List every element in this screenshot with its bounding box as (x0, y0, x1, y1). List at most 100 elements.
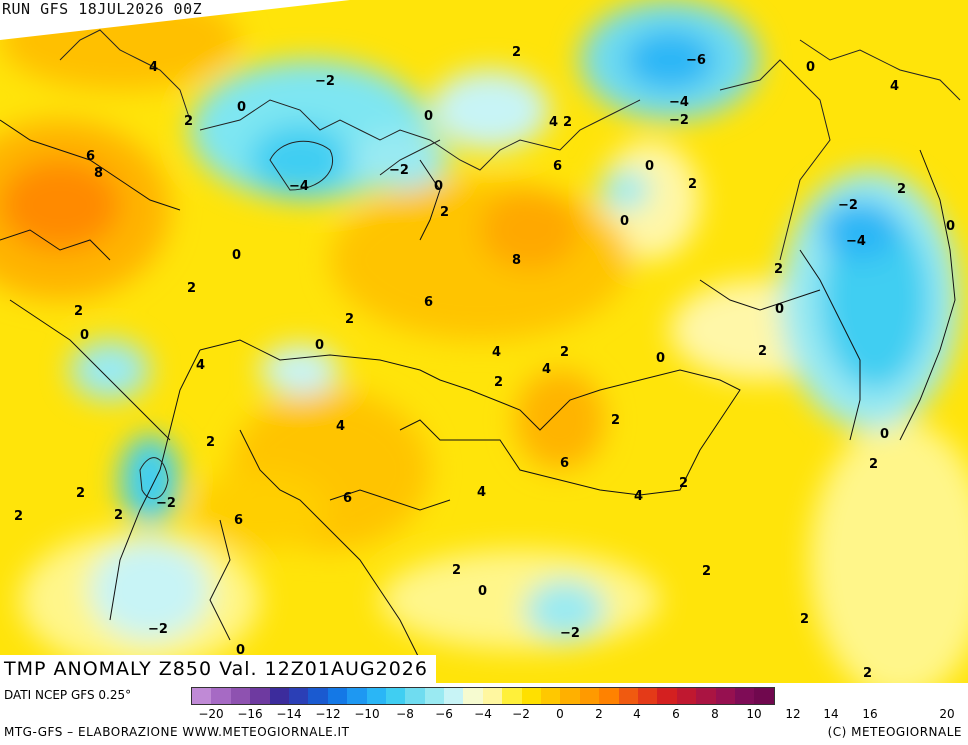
contour-value-label: 6 (343, 491, 353, 506)
scale-tick-label: −8 (396, 707, 414, 721)
contour-value-label: 4 (890, 79, 900, 94)
contour-value-label: −6 (686, 53, 706, 68)
contour-value-label: 2 (114, 508, 124, 523)
scale-tick-label: 10 (746, 707, 762, 721)
scale-swatch (676, 688, 697, 704)
contour-value-label: 0 (237, 100, 247, 115)
contour-value-label: 0 (434, 179, 444, 194)
country-borders (0, 119, 956, 661)
contour-value-label: 4 (542, 362, 552, 377)
contour-value-label: 6 (424, 295, 434, 310)
coastlines (59, 29, 961, 500)
contour-value-label: 4 (549, 115, 559, 130)
scale-swatch (618, 688, 638, 704)
temperature-anomaly-map: 4 −2 2 −6 0 4 0 2 0 4 2 −4 −2 6 8 −4 −2 0 6 0 2 2 2 0 −2 0 −4 0 8 2 2 6… (0, 0, 968, 683)
contour-value-label: 4 (634, 489, 644, 504)
scale-swatch (657, 688, 677, 704)
contour-value-label: 0 (478, 584, 488, 599)
contour-value-label: 0 (315, 338, 325, 353)
contour-value-label: 2 (187, 281, 197, 296)
scale-swatch (715, 688, 735, 704)
contour-value-label: 6 (86, 149, 96, 164)
contour-value-label: 0 (806, 60, 816, 75)
scale-tick-label: 2 (595, 707, 603, 721)
scale-swatch (444, 688, 464, 704)
contour-value-label: 2 (774, 262, 784, 277)
contour-value-label: 2 (184, 114, 194, 129)
contour-value-label: 8 (94, 166, 104, 181)
color-scale-bar (191, 687, 775, 705)
contour-value-label: 4 (477, 485, 487, 500)
scale-swatch (424, 688, 445, 704)
contour-value-label: 0 (236, 643, 246, 658)
scale-swatch (637, 688, 658, 704)
scale-tick-label: 4 (633, 707, 641, 721)
scale-swatch (269, 688, 289, 704)
scale-swatch (366, 688, 386, 704)
scale-tick-label: 16 (862, 707, 878, 721)
scale-swatch (541, 688, 561, 704)
scale-tick-label: −12 (315, 707, 341, 721)
contour-value-label: 4 (492, 345, 502, 360)
contour-value-label: 0 (80, 328, 90, 343)
contour-value-label: 0 (775, 302, 785, 317)
scale-tick-label: −6 (435, 707, 453, 721)
contour-value-label: −2 (156, 496, 176, 511)
anomaly-title: TMP ANOMALY Z850 Val. 12Z01AUG2026 (0, 655, 436, 683)
contour-value-label: 2 (494, 375, 504, 390)
contour-value-label: −2 (669, 113, 689, 128)
contour-value-label: 0 (656, 351, 666, 366)
map-canvas (0, 0, 968, 683)
scale-tick-label: −20 (198, 707, 224, 721)
contour-value-label: 8 (512, 253, 522, 268)
contour-value-label: 2 (897, 182, 907, 197)
contour-value-label: 0 (424, 109, 434, 124)
contour-value-label: −4 (289, 179, 309, 194)
scale-swatch (211, 688, 231, 704)
scale-tick-label: 14 (823, 707, 839, 721)
contour-value-label: 4 (336, 419, 346, 434)
anomaly-field-shading (0, 0, 968, 683)
contour-value-label: −4 (846, 234, 866, 249)
scale-swatch (502, 688, 522, 704)
contour-value-label: 2 (611, 413, 621, 428)
contour-value-label: −2 (315, 74, 335, 89)
scale-swatch (579, 688, 600, 704)
scale-tick-label: 12 (785, 707, 801, 721)
contour-value-label: 2 (76, 486, 86, 501)
contour-value-label: 2 (702, 564, 712, 579)
scale-swatch (192, 688, 212, 704)
contour-value-label: 2 (688, 177, 698, 192)
contour-value-label: 2 (512, 45, 522, 60)
scale-swatch (250, 688, 270, 704)
contour-value-label: 2 (560, 345, 570, 360)
contour-value-label: 2 (206, 435, 216, 450)
contour-value-label: −4 (669, 95, 689, 110)
scale-swatch (734, 688, 755, 704)
credits-right: (C) METEOGIORNALE (827, 725, 962, 739)
footer: DATI NCEP GFS 0.25° −20 −16 −14 −12 −10 −8 −6−… (0, 683, 968, 745)
contour-value-label: 2 (345, 312, 355, 327)
scale-swatch (521, 688, 542, 704)
scale-swatch (599, 688, 619, 704)
scale-swatch (308, 688, 328, 704)
contour-value-label: 6 (560, 456, 570, 471)
scale-tick-label: 6 (672, 707, 680, 721)
scale-swatch (463, 688, 483, 704)
scale-swatch (385, 688, 406, 704)
scale-swatch (327, 688, 348, 704)
scale-swatch (230, 688, 251, 704)
contour-value-label: 2 (869, 457, 879, 472)
contour-value-label: 6 (234, 513, 244, 528)
contour-value-label: −2 (560, 626, 580, 641)
contour-value-label: 0 (620, 214, 630, 229)
contour-value-label: 0 (232, 248, 242, 263)
scale-tick-label: 20 (939, 707, 955, 721)
contour-value-label: 6 (553, 159, 563, 174)
contour-value-label: 4 (149, 60, 159, 75)
scale-tick-label: 8 (711, 707, 719, 721)
scale-swatch (696, 688, 716, 704)
contour-value-label: 2 (679, 476, 689, 491)
contour-value-label: 2 (800, 612, 810, 627)
contour-value-label: −2 (148, 622, 168, 637)
